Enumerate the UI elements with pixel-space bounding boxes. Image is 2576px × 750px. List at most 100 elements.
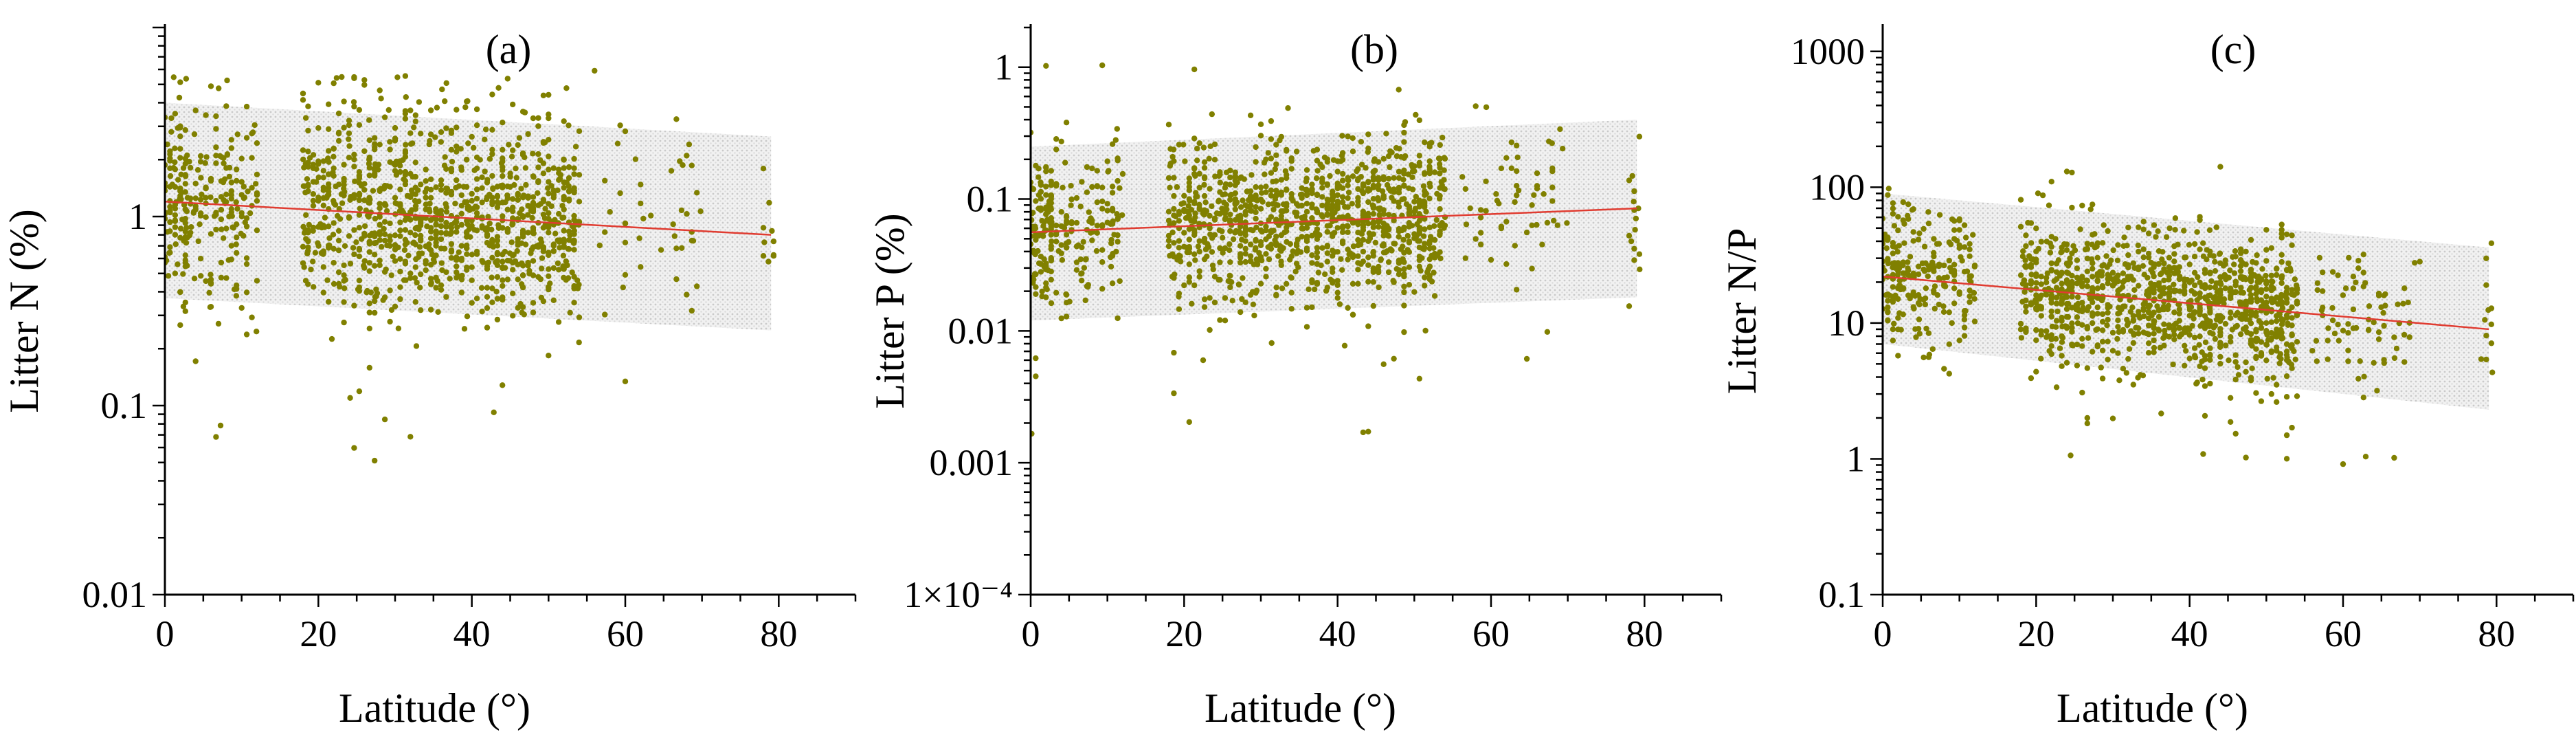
data-point — [478, 285, 485, 291]
data-point — [1422, 226, 1428, 232]
data-point — [473, 296, 480, 302]
data-point — [469, 277, 475, 283]
data-point — [1636, 251, 1643, 257]
data-point — [1401, 139, 1407, 145]
data-point — [1360, 210, 1367, 217]
data-point — [1273, 201, 1279, 208]
data-point — [1385, 269, 1392, 276]
data-point — [326, 148, 332, 154]
data-point — [1312, 286, 1318, 293]
data-point — [2371, 360, 2377, 366]
data-point — [2360, 395, 2366, 401]
data-point — [2336, 338, 2342, 344]
data-point — [1426, 239, 1433, 245]
data-point — [2123, 370, 2129, 376]
data-point — [372, 252, 378, 258]
data-point — [1412, 206, 1418, 212]
data-point — [198, 175, 204, 181]
data-point — [2248, 375, 2254, 381]
data-point — [1549, 168, 1556, 175]
data-point — [2166, 324, 2173, 331]
data-point — [494, 199, 501, 206]
data-point — [2161, 321, 2167, 327]
data-point — [1330, 157, 1337, 163]
data-point — [172, 241, 179, 247]
data-point — [2382, 302, 2388, 309]
data-point — [2269, 298, 2276, 305]
data-point — [493, 259, 499, 265]
data-point — [2022, 257, 2028, 263]
data-point — [448, 127, 455, 133]
data-point — [1376, 175, 1382, 181]
data-point — [412, 191, 418, 197]
data-point — [1038, 181, 1044, 188]
data-point — [402, 217, 409, 223]
data-point — [1211, 274, 1218, 280]
data-point — [1043, 184, 1049, 190]
data-point — [2292, 356, 2298, 362]
data-point — [1303, 305, 1310, 311]
data-point — [1401, 271, 1407, 277]
data-point — [509, 220, 515, 226]
data-point — [326, 298, 332, 305]
x-tick-label: 60 — [2325, 613, 2362, 654]
data-point — [2124, 316, 2130, 323]
data-point — [224, 77, 230, 84]
data-point — [569, 269, 575, 276]
data-point — [2073, 307, 2080, 313]
data-point — [326, 235, 333, 241]
data-point — [567, 309, 573, 316]
data-point — [1309, 304, 1315, 311]
data-point — [1895, 214, 1901, 220]
data-point — [2259, 266, 2265, 272]
data-point — [300, 147, 306, 153]
data-point — [1176, 142, 1183, 148]
data-point — [1971, 263, 1978, 270]
data-point — [1242, 238, 1248, 244]
data-point — [1176, 218, 1183, 224]
data-point — [1498, 223, 1505, 230]
data-point — [537, 157, 544, 164]
data-point — [1961, 333, 1968, 339]
data-point — [1385, 212, 1392, 218]
data-point — [2053, 294, 2060, 301]
data-point — [2094, 285, 2101, 291]
data-point — [1529, 265, 1535, 272]
data-point — [1263, 274, 1269, 280]
data-point — [254, 278, 260, 284]
data-point — [1885, 234, 1891, 241]
data-point — [500, 158, 506, 164]
data-point — [423, 166, 429, 173]
data-point — [1257, 280, 1264, 287]
data-point — [434, 104, 440, 111]
data-point — [2274, 318, 2280, 324]
data-point — [1922, 295, 1929, 302]
data-point — [448, 168, 455, 175]
data-point — [1064, 300, 1070, 306]
data-point — [351, 302, 357, 309]
data-point — [305, 148, 311, 155]
data-point — [364, 287, 370, 294]
data-point — [167, 228, 173, 234]
data-point — [407, 270, 414, 276]
x-tick-label: 0 — [156, 613, 175, 654]
data-point — [769, 228, 775, 234]
data-point — [1195, 243, 1202, 250]
data-point — [177, 133, 183, 140]
data-point — [1204, 253, 1210, 260]
data-point — [1205, 244, 1212, 250]
data-point — [1895, 227, 1901, 234]
data-point — [1365, 323, 1371, 329]
data-point — [1961, 244, 1968, 250]
data-point — [1099, 223, 1106, 230]
data-point — [170, 74, 177, 80]
data-point — [1048, 206, 1055, 212]
data-point — [1339, 133, 1345, 139]
data-point — [412, 159, 418, 166]
data-point — [1209, 262, 1216, 269]
data-point — [2046, 202, 2052, 208]
data-point — [2283, 373, 2290, 379]
data-point — [1883, 245, 1890, 252]
data-point — [392, 258, 399, 264]
data-point — [1379, 188, 1386, 195]
